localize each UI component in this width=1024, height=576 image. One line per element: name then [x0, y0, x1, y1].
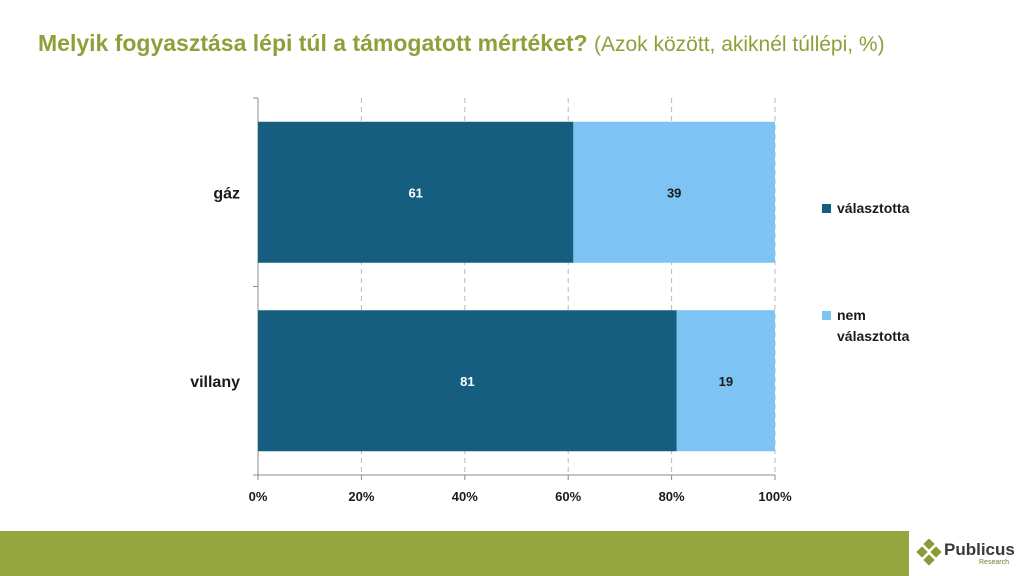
label-layer: gáz 61 39 villany 81 19	[190, 185, 733, 391]
category-label: gáz	[213, 185, 240, 202]
x-tick-label: 20%	[348, 489, 374, 504]
bar-segment	[258, 310, 677, 452]
data-label: 39	[667, 185, 681, 200]
x-tick-label: 60%	[555, 489, 581, 504]
legend-label: nem	[837, 307, 866, 323]
category-label: villany	[190, 374, 240, 391]
data-label: 19	[719, 374, 733, 389]
logo-name: Publicus	[944, 540, 1015, 559]
x-tick-label: 100%	[758, 489, 792, 504]
legend-label: választotta	[837, 328, 910, 344]
legend-swatch	[822, 311, 831, 320]
publicus-logo: Publicus Research	[916, 535, 1024, 573]
x-tick-label: 40%	[452, 489, 478, 504]
x-tick-label: 80%	[659, 489, 685, 504]
data-label: 61	[408, 185, 422, 200]
legend-swatch	[822, 204, 831, 213]
data-label: 81	[460, 374, 474, 389]
chart-title-main: Melyik fogyasztása lépi túl a támogatott…	[38, 30, 588, 56]
chart-title-sub: (Azok között, akiknél túllépi, %)	[593, 33, 885, 56]
legend-label: választotta	[837, 200, 910, 216]
logo-sub: Research	[979, 559, 1009, 566]
stacked-bar-chart: 0% 20% 40% 60% 80% 100% gáz 61 39 villany 81 19 vá…	[190, 97, 910, 504]
bar-segment	[676, 310, 775, 452]
legend: választotta nem választotta	[822, 200, 910, 344]
bar-segment	[573, 121, 775, 263]
footer-band	[0, 531, 909, 576]
bar-layer	[258, 121, 775, 452]
publicus-logo-icon	[916, 539, 942, 566]
chart-title: Melyik fogyasztása lépi túl a támogatott…	[38, 30, 998, 57]
bar-segment	[258, 121, 574, 263]
x-tick-label: 0%	[249, 489, 268, 504]
